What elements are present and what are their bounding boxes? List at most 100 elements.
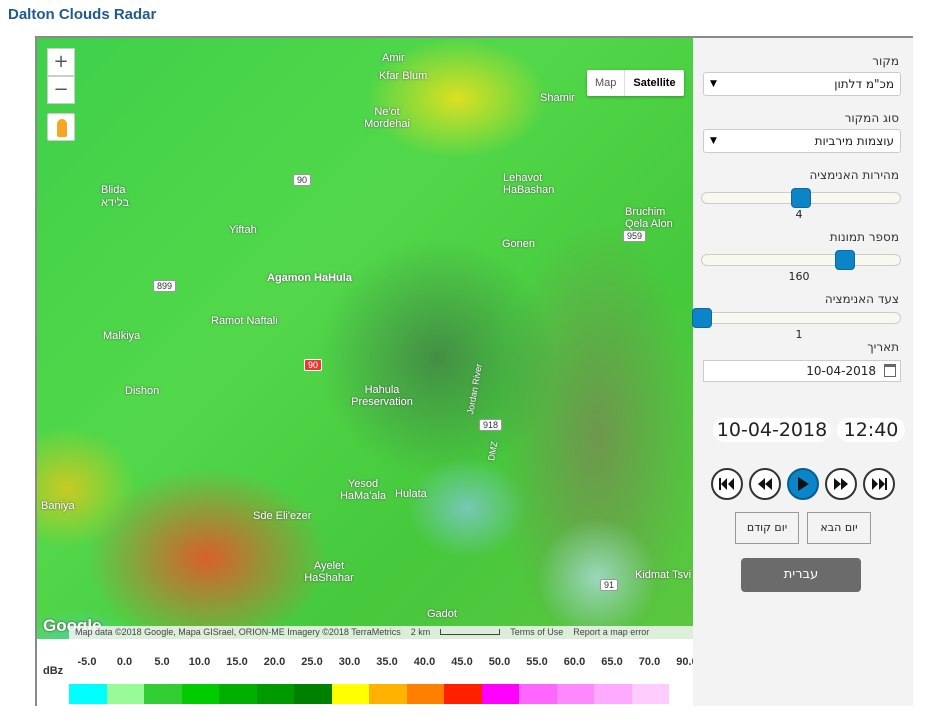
place-label: Hulata: [395, 488, 427, 500]
fast-forward-button[interactable]: [825, 468, 857, 500]
place-label: Ne'ot Mordehai: [364, 106, 410, 130]
place-label: Kidmat Tsvi: [635, 569, 692, 581]
frames-value: 160: [788, 270, 810, 283]
attribution-text: Map data ©2018 Google, Mapa GISrael, ORI…: [75, 627, 401, 637]
speed-slider[interactable]: [701, 188, 901, 208]
street-view-button[interactable]: [47, 113, 75, 141]
map-type-map-button[interactable]: Map: [595, 77, 617, 89]
place-label: Yiftah: [229, 224, 257, 236]
legend-tick-label: 55.0: [526, 656, 548, 668]
legend-color-swatch: [69, 684, 107, 704]
road-shield: 90: [304, 359, 323, 371]
legend-tick-label: 5.0: [154, 656, 170, 668]
place-label: Dishon: [125, 385, 160, 397]
source-label: מקור: [872, 54, 899, 68]
place-label: בלידא: [101, 197, 130, 209]
calendar-icon[interactable]: [884, 364, 896, 377]
road-shield: 918: [479, 419, 503, 431]
map[interactable]: Amir Kfar Blum Ne'ot Mordehai Shamir Bli…: [37, 38, 693, 639]
legend-tick-label: 90.0: [676, 656, 698, 668]
terms-link[interactable]: Terms of Use: [510, 627, 564, 637]
page-title: Dalton Clouds Radar: [8, 6, 157, 23]
source-type-select[interactable]: עוצמות מירביות ▼: [703, 129, 901, 153]
date-input[interactable]: 10-04-2018: [703, 360, 901, 382]
date-label: תאריך: [867, 340, 899, 354]
source-select[interactable]: מכ"מ דלתון ▼: [703, 72, 901, 96]
display-time: 12:40: [837, 418, 905, 442]
chevron-down-icon: ▼: [710, 79, 717, 89]
legend-tick-label: 60.0: [563, 656, 586, 668]
legend-color-swatch: [256, 684, 294, 704]
play-icon: [798, 477, 809, 491]
legend-unit: dBz: [43, 665, 64, 677]
legend-tick-label: 65.0: [601, 656, 623, 668]
step-slider[interactable]: [692, 308, 901, 328]
legend-color-swatch: [406, 684, 444, 704]
legend-tick-label: 25.0: [301, 656, 323, 668]
legend-tick-label: 10.0: [188, 656, 211, 668]
control-panel: מקור מכ"מ דלתון ▼ סוג המקור עוצמות מירבי…: [692, 38, 913, 706]
frames-slider[interactable]: [701, 250, 901, 270]
frames-slider-thumb[interactable]: [834, 250, 855, 270]
legend-color-swatch: [594, 684, 632, 704]
legend-color-swatch: [481, 684, 519, 704]
legend-tick-label: 20.0: [263, 656, 286, 668]
date-input-value: 10-04-2018: [806, 364, 876, 378]
place-label: Sde Eli'ezer: [253, 510, 312, 522]
place-label: Yesod HaMa'ala: [339, 478, 387, 502]
next-day-button[interactable]: יום הבא: [807, 512, 871, 544]
scale-bar: [440, 629, 501, 635]
legend-tick-label: 70.0: [638, 656, 661, 668]
dbz-legend: dBz -5.0 0.0 5.0 10.0 15.0 20.0 25.0 30.0 35.0 40…: [37, 639, 698, 706]
legend-tick-label: 35.0: [376, 656, 398, 668]
place-label: Blida: [101, 184, 126, 196]
zoom-out-button[interactable]: −: [47, 76, 75, 104]
legend-color-swatch: [106, 684, 144, 704]
speed-slider-thumb[interactable]: [791, 188, 811, 208]
step-label: צעד האנימציה: [824, 292, 899, 306]
rewind-button[interactable]: [749, 468, 781, 500]
map-type-satellite-button[interactable]: Satellite: [624, 70, 683, 96]
place-label: Gadot: [427, 608, 457, 620]
place-label: Bruchim Qela Alon: [625, 206, 673, 230]
place-label: Kfar Blum: [379, 70, 428, 82]
pegman-icon: [57, 119, 67, 137]
place-label: Shamir: [540, 92, 575, 104]
place-label: Agamon HaHula: [267, 272, 352, 284]
road-shield: 90: [293, 174, 312, 186]
legend-tick-label: 0.0: [116, 656, 133, 668]
radar-widget: Amir Kfar Blum Ne'ot Mordehai Shamir Bli…: [35, 36, 913, 706]
zoom-in-button[interactable]: +: [47, 48, 75, 76]
legend-tick-label: 50.0: [488, 656, 511, 668]
previous-day-button[interactable]: יום קודם: [735, 512, 799, 544]
play-button[interactable]: [787, 468, 819, 500]
language-button[interactable]: עברית: [741, 558, 861, 592]
last-frame-button[interactable]: [863, 468, 895, 500]
legend-color-swatch: [556, 684, 594, 704]
legend-color-swatch: [331, 684, 369, 704]
legend-color-swatch: [294, 684, 332, 704]
legend-tick-label: 45.0: [451, 656, 473, 668]
road-shield: 899: [153, 280, 177, 292]
report-error-link[interactable]: Report a map error: [573, 627, 650, 637]
scale-label: 2 km: [410, 627, 431, 637]
first-frame-button[interactable]: [711, 468, 743, 500]
legend-color-swatch: [219, 684, 257, 704]
chevron-down-icon: ▼: [710, 136, 717, 146]
source-type-label: סוג המקור: [844, 111, 899, 125]
legend-tick-label: 30.0: [338, 656, 361, 668]
place-label: Baniya: [41, 500, 75, 512]
legend-color-swatch: [369, 684, 407, 704]
frames-label: מספר תמונות: [829, 230, 899, 244]
legend-color-swatch: [631, 684, 669, 704]
legend-color-swatch: [144, 684, 182, 704]
road-shield: 959: [623, 230, 647, 242]
display-date: 10-04-2018: [713, 418, 831, 442]
place-label: DMZ: [486, 440, 500, 462]
map-type-control: Map Satellite: [587, 70, 684, 96]
fast-forward-icon: [834, 478, 848, 490]
legend-color-swatch: [444, 684, 482, 704]
step-slider-thumb[interactable]: [692, 308, 712, 328]
place-label: Ayelet HaShahar: [304, 560, 354, 584]
legend-tick-label: 40.0: [413, 656, 436, 668]
